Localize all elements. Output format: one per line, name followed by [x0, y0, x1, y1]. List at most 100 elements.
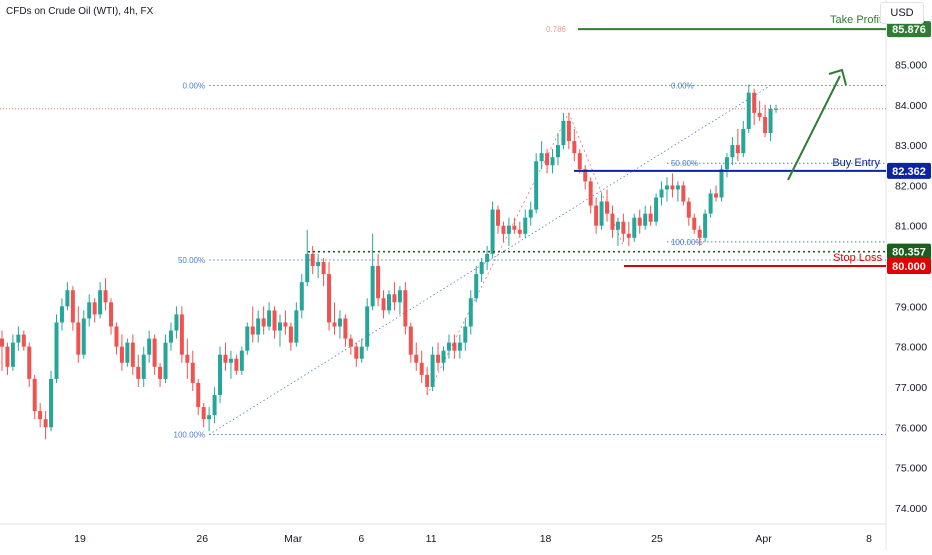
candle-body [446, 342, 451, 351]
candle-body [168, 330, 173, 343]
candle-body [277, 322, 282, 331]
candle-body [267, 310, 272, 327]
candle-body [708, 193, 713, 214]
candle-body [485, 253, 490, 262]
target-arrow-shaft [787, 75, 841, 181]
take-profit-badge-label: 85.876 [892, 24, 926, 36]
candle-body [425, 374, 430, 387]
candle-body [566, 120, 571, 142]
y-tick-label: 76.000 [895, 422, 927, 434]
candle-body [441, 350, 446, 363]
candle-body [703, 213, 708, 238]
candle-body [648, 213, 653, 222]
candle-body [545, 153, 550, 166]
candle-body [517, 229, 522, 234]
x-tick-label: 11 [426, 533, 437, 545]
candle-body [730, 145, 735, 158]
candle-body [109, 302, 114, 327]
x-tick-label: 8 [866, 533, 872, 545]
target-arrow-head [828, 68, 847, 86]
candle-body [354, 346, 359, 359]
candle-body [343, 318, 348, 339]
currency-button[interactable]: USD [880, 2, 924, 24]
candle-body [463, 326, 468, 343]
candle-body [218, 354, 223, 396]
candle-body [496, 209, 501, 226]
candle-body [49, 378, 54, 428]
candle-body [588, 181, 593, 206]
stop-loss-badge-label: 80.000 [892, 261, 926, 273]
fib-label-0: 0.00% [182, 81, 205, 90]
candle-body [479, 262, 484, 275]
buy-entry-badge-label: 82.362 [892, 166, 926, 178]
candle-body [119, 346, 124, 363]
candle-body [0, 338, 4, 347]
candle-body [245, 326, 250, 351]
candle-body [370, 266, 375, 307]
take-profit-badge [887, 21, 931, 38]
candle-body [719, 169, 724, 198]
y-tick-label: 84.000 [895, 100, 927, 112]
candle-body [474, 274, 479, 299]
candle-body [288, 326, 293, 343]
candle-body [125, 342, 130, 363]
candle-body [763, 116, 768, 134]
candle-body [692, 217, 697, 230]
x-tick-label: 6 [358, 533, 364, 545]
candle-body [408, 326, 413, 355]
candle-body [43, 419, 48, 428]
candle-body [212, 395, 217, 416]
candle-body [272, 310, 277, 331]
candle-body [103, 290, 108, 303]
candle-body [643, 213, 648, 226]
candle-body [365, 306, 370, 347]
candle-body [512, 225, 517, 230]
candle-body [310, 253, 315, 267]
candle-body [294, 310, 299, 343]
buy-entry-badge [887, 162, 931, 179]
candle-body [714, 193, 719, 198]
candle-body [419, 362, 424, 375]
candle-body [190, 362, 195, 383]
candle-body [65, 290, 70, 307]
x-tick-label: Mar [284, 533, 303, 545]
candle-body [32, 378, 37, 412]
candle-body [752, 92, 757, 113]
candle-body [724, 157, 729, 170]
candle-body [38, 411, 43, 420]
candle-body [430, 354, 435, 387]
candle-body [681, 185, 686, 202]
y-tick-label: 83.000 [895, 140, 927, 152]
trend-line-pink-2 [568, 112, 624, 247]
candle-body [332, 322, 337, 327]
candle-body [87, 302, 92, 319]
candle-body [436, 354, 441, 363]
candle-body [10, 342, 15, 367]
candle-body [147, 338, 152, 355]
candle-body [179, 314, 184, 355]
candle-body [316, 262, 321, 267]
candle-body [327, 274, 332, 323]
candle-body [163, 342, 168, 379]
x-tick-label: 25 [651, 533, 663, 545]
candle-body [234, 358, 239, 371]
y-tick-label: 78.000 [895, 342, 927, 354]
candle-body [735, 145, 740, 154]
candle-body [114, 326, 119, 347]
candle-body [686, 201, 691, 218]
candle-body [239, 350, 244, 371]
candle-body [158, 366, 163, 379]
candle-body [746, 92, 751, 129]
candle-body [305, 253, 310, 283]
candle-body [626, 233, 631, 238]
candle-body [403, 290, 408, 327]
candle-body [632, 217, 637, 238]
candle-body [697, 229, 702, 238]
buy-entry-label: Buy Entry [832, 157, 880, 169]
candle-body [774, 108, 778, 110]
candle-body [185, 354, 190, 363]
support-badge-label: 80.357 [892, 247, 926, 259]
